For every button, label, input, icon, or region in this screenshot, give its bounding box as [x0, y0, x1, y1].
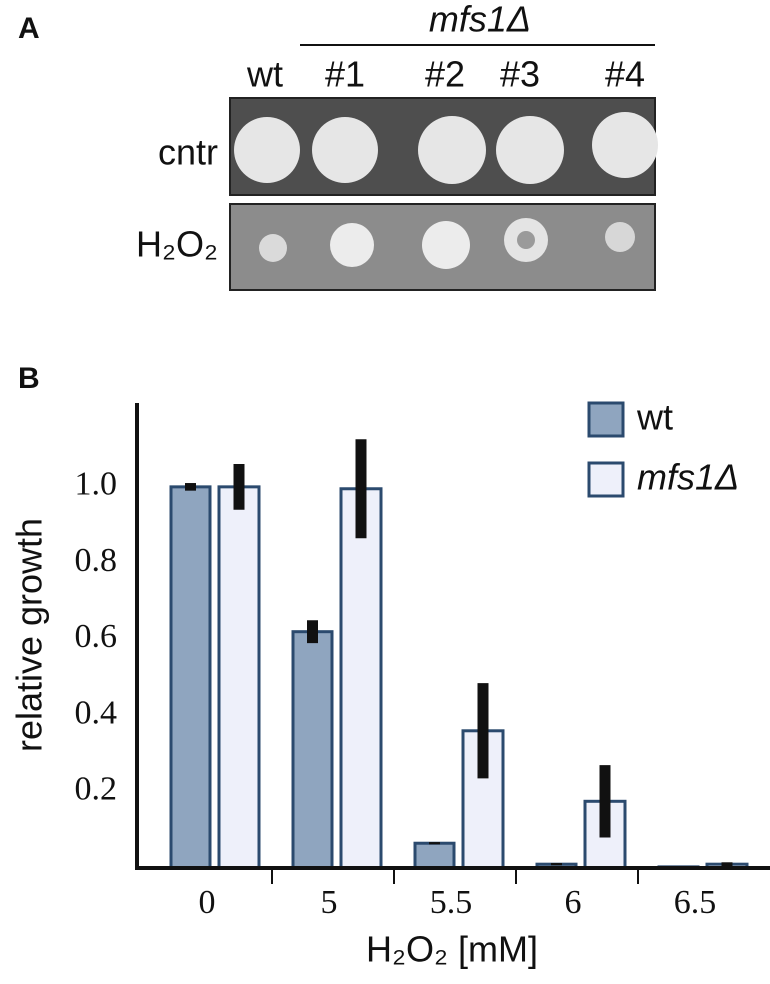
bar — [291, 630, 334, 870]
column-label: #1 — [325, 54, 365, 95]
x-tick-label: 6.5 — [674, 884, 717, 921]
plate-control — [229, 97, 658, 196]
x-tick-label: 6 — [565, 884, 582, 921]
column-label: #2 — [425, 54, 465, 95]
plot: 0.2 0.4 0.6 0.8 1.0 0 5 5.5 6 6.5 wt mfs1Δ — [75, 397, 770, 921]
legend-swatch — [587, 401, 625, 438]
x-axis-label: H₂O₂ [mM] — [366, 929, 538, 970]
legend-swatch — [587, 461, 625, 498]
y-tick-label: 0.8 — [75, 542, 118, 579]
bar — [169, 485, 212, 870]
bar — [217, 485, 261, 870]
x-tick-label: 5 — [321, 884, 338, 921]
column-label: #3 — [500, 54, 540, 95]
y-tick-label: 1.0 — [75, 466, 118, 503]
bar — [413, 841, 456, 870]
y-tick-label: 0.4 — [75, 694, 118, 731]
row-label: H₂O₂ — [136, 224, 218, 265]
bar — [339, 487, 383, 870]
y-axis-label: relative growth — [9, 518, 50, 752]
legend-label: mfs1Δ — [637, 457, 739, 498]
y-tick-label: 0.2 — [75, 771, 118, 808]
panel-label: B — [18, 362, 40, 395]
plate-h2o2 — [229, 203, 656, 291]
y-tick-label: 0.6 — [75, 618, 118, 655]
group-label: mfs1Δ — [429, 0, 531, 40]
row-label: cntr — [158, 132, 218, 173]
x-tick-label: 5.5 — [430, 884, 473, 921]
x-tick-label: 0 — [199, 884, 216, 921]
legend-label: wt — [636, 397, 673, 438]
panel-label: A — [18, 12, 40, 45]
column-label: wt — [246, 54, 283, 95]
column-label: #4 — [605, 54, 645, 95]
